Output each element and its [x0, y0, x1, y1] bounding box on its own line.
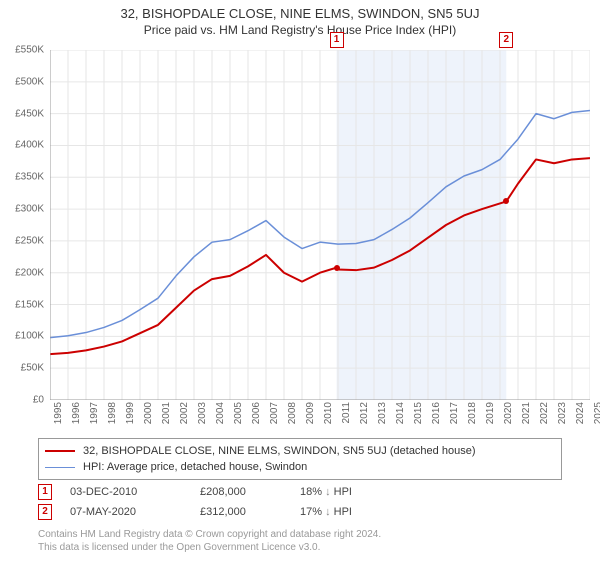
sale-delta: 18% ↓ HPI	[300, 486, 450, 498]
x-axis-tick-label: 2007	[269, 402, 280, 424]
sale-row: 1 03-DEC-2010£208,00018% ↓ HPI	[38, 482, 562, 502]
x-axis-tick-label: 2014	[395, 402, 406, 424]
y-axis-tick-label: £250K	[15, 235, 44, 246]
y-axis-tick-label: £50K	[21, 363, 44, 374]
footer-attribution: Contains HM Land Registry data © Crown c…	[38, 528, 562, 554]
sale-row: 2 07-MAY-2020£312,00017% ↓ HPI	[38, 502, 562, 522]
x-axis-tick-label: 2003	[197, 402, 208, 424]
x-axis-tick-label: 2020	[503, 402, 514, 424]
x-axis-tick-label: 2012	[359, 402, 370, 424]
sale-marker-point	[503, 198, 509, 204]
y-axis-tick-label: £300K	[15, 204, 44, 215]
legend-label: 32, BISHOPDALE CLOSE, NINE ELMS, SWINDON…	[83, 445, 475, 457]
sale-date: 03-DEC-2010	[70, 486, 200, 498]
y-axis-tick-label: £500K	[15, 76, 44, 87]
x-axis-tick-label: 2025	[593, 402, 600, 424]
y-axis-tick-label: £400K	[15, 140, 44, 151]
y-axis-tick-label: £550K	[15, 45, 44, 56]
footer-line-2: This data is licensed under the Open Gov…	[38, 541, 562, 554]
chart-title: 32, BISHOPDALE CLOSE, NINE ELMS, SWINDON…	[0, 6, 600, 21]
sale-price: £312,000	[200, 506, 300, 518]
x-axis-tick-label: 2006	[251, 402, 262, 424]
x-axis-tick-label: 2010	[323, 402, 334, 424]
y-axis-tick-label: £200K	[15, 267, 44, 278]
y-axis-tick-label: £350K	[15, 172, 44, 183]
x-axis-tick-label: 1997	[89, 402, 100, 424]
legend-swatch	[45, 450, 75, 452]
x-axis-tick-label: 2009	[305, 402, 316, 424]
sale-delta: 17% ↓ HPI	[300, 506, 450, 518]
x-axis-tick-label: 1996	[71, 402, 82, 424]
legend-row: 32, BISHOPDALE CLOSE, NINE ELMS, SWINDON…	[45, 443, 555, 459]
x-axis-tick-label: 1999	[125, 402, 136, 424]
y-axis-tick-label: £450K	[15, 108, 44, 119]
y-axis-tick-label: £150K	[15, 299, 44, 310]
chart-plot	[50, 50, 590, 400]
x-axis-tick-label: 2016	[431, 402, 442, 424]
y-axis-tick-label: £0	[33, 395, 44, 406]
x-axis-tick-label: 2019	[485, 402, 496, 424]
x-axis-tick-label: 2004	[215, 402, 226, 424]
sale-marker-icon: 1	[38, 484, 52, 500]
x-axis-tick-label: 1995	[53, 402, 64, 424]
sale-price: £208,000	[200, 486, 300, 498]
legend: 32, BISHOPDALE CLOSE, NINE ELMS, SWINDON…	[38, 438, 562, 480]
x-axis-tick-label: 2000	[143, 402, 154, 424]
sale-date: 07-MAY-2020	[70, 506, 200, 518]
x-axis-tick-label: 2024	[575, 402, 586, 424]
legend-label: HPI: Average price, detached house, Swin…	[83, 461, 307, 473]
sale-marker-icon: 2	[38, 504, 52, 520]
footer-line-1: Contains HM Land Registry data © Crown c…	[38, 528, 562, 541]
x-axis-tick-label: 2001	[161, 402, 172, 424]
y-axis-tick-label: £100K	[15, 331, 44, 342]
chart-container: 32, BISHOPDALE CLOSE, NINE ELMS, SWINDON…	[0, 6, 600, 566]
x-axis-tick-label: 2002	[179, 402, 190, 424]
x-axis-tick-label: 2011	[341, 402, 352, 424]
sale-marker-flag: 1	[330, 32, 344, 48]
x-axis-tick-label: 2023	[557, 402, 568, 424]
x-axis-tick-label: 2018	[467, 402, 478, 424]
sales-table: 1 03-DEC-2010£208,00018% ↓ HPI 2 07-MAY-202…	[38, 482, 562, 522]
x-axis-tick-label: 2021	[521, 402, 532, 424]
x-axis-tick-label: 2008	[287, 402, 298, 424]
legend-swatch	[45, 467, 75, 468]
x-axis-tick-label: 1998	[107, 402, 118, 424]
sale-marker-point	[334, 265, 340, 271]
x-axis-tick-label: 2015	[413, 402, 424, 424]
x-axis-tick-label: 2022	[539, 402, 550, 424]
chart-area: £0£50K£100K£150K£200K£250K£300K£350K£400…	[50, 50, 590, 400]
x-axis-tick-label: 2017	[449, 402, 460, 424]
x-axis-tick-label: 2013	[377, 402, 388, 424]
x-axis-tick-label: 2005	[233, 402, 244, 424]
legend-row: HPI: Average price, detached house, Swin…	[45, 459, 555, 475]
sale-marker-flag: 2	[499, 32, 513, 48]
